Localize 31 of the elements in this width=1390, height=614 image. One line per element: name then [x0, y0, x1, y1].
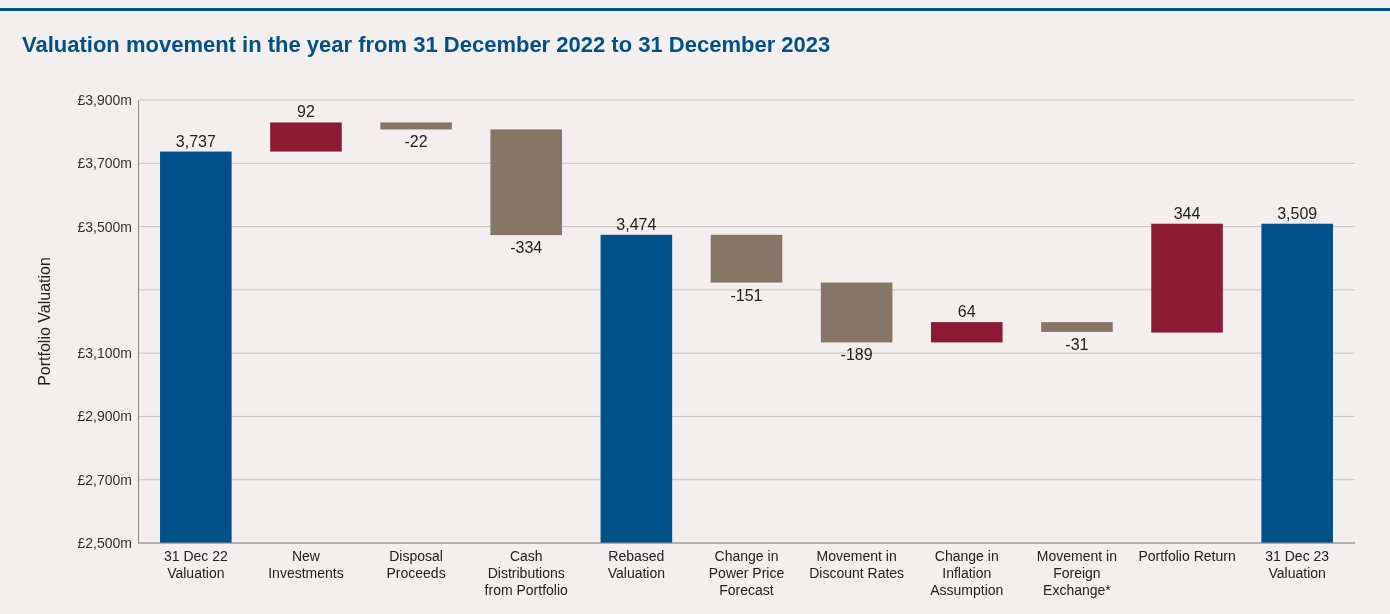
x-tick-label: Portfolio Return [1138, 547, 1236, 564]
x-tick-label: Movement in Foreign Exchange* [1036, 547, 1117, 598]
chart-title: Valuation movement in the year from 31 December 2022 to 31 December 2023 [22, 32, 831, 57]
x-tick-label: Change in Power Price Forecast [708, 547, 785, 598]
y-tick-label: £2,500m [77, 534, 132, 551]
data-label: 3,509 [1277, 204, 1318, 222]
y-tick-label: £3,100m [77, 345, 132, 362]
x-tick-label: Rebased Valuation [607, 547, 666, 581]
y-tick-label: £2,700m [77, 471, 132, 488]
data-label: -334 [510, 239, 543, 257]
data-label: 3,737 [175, 132, 216, 150]
x-tick-label: Change in Inflation Assumption [930, 547, 1004, 598]
x-tick-label: Cash Distributions from Portfolio [484, 547, 569, 598]
x-tick-label: Movement in Discount Rates [809, 547, 905, 581]
data-label: 3,474 [616, 215, 657, 233]
x-tick-label: New Investments [268, 547, 344, 581]
y-tick-label: £3,900m [77, 91, 132, 108]
y-tick-label: £3,700m [77, 155, 132, 172]
x-tick-label: Disposal Proceeds [386, 547, 446, 581]
y-tick-label: £2,900m [77, 408, 132, 425]
x-tick-label: 31 Dec 22 Valuation [163, 547, 228, 581]
data-label: -22 [404, 133, 428, 151]
data-label: 92 [297, 103, 315, 121]
x-tick-label: 31 Dec 23 Valuation [1265, 547, 1330, 581]
data-label: 64 [957, 303, 976, 321]
y-tick-label: £3,500m [77, 218, 132, 235]
data-label: -31 [1065, 335, 1089, 353]
data-label: 344 [1173, 204, 1201, 222]
data-label: -151 [730, 286, 763, 304]
y-axis-title: Portfolio Valuation [36, 257, 53, 386]
data-label: -189 [840, 346, 873, 364]
